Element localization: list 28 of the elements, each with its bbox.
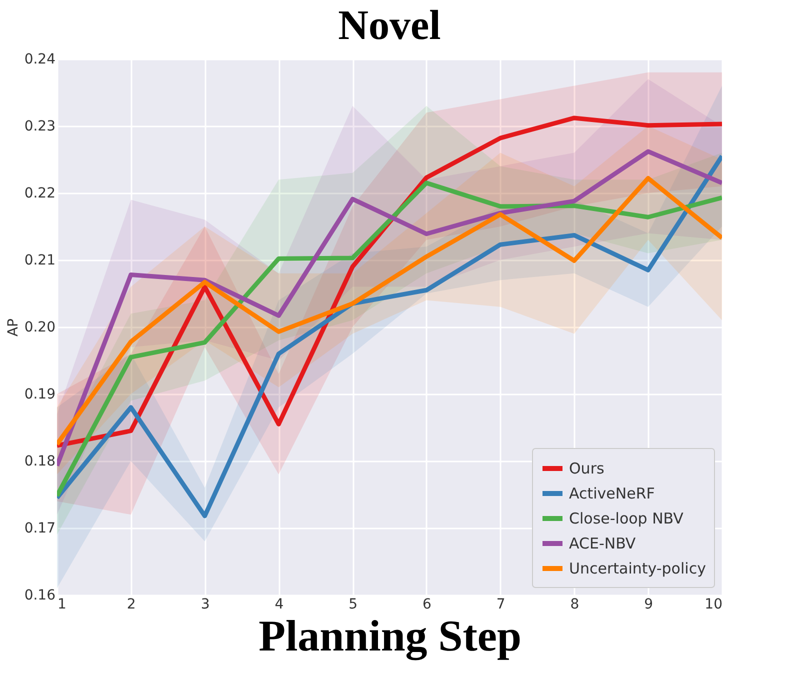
y-axis-title: AP xyxy=(5,318,22,337)
x-tick-label: 8 xyxy=(570,596,580,612)
y-tick-label: 0.19 xyxy=(24,386,56,402)
x-axis-title: Planning Step xyxy=(258,612,522,660)
y-tick-label: 0.16 xyxy=(24,588,56,604)
legend-label: Uncertainty-policy xyxy=(569,560,706,578)
x-tick-label: 4 xyxy=(274,596,284,612)
chart-title: Novel xyxy=(338,3,441,49)
x-tick-label: 7 xyxy=(496,596,506,612)
y-tick-label: 0.21 xyxy=(24,252,56,268)
x-tick-label: 2 xyxy=(126,596,136,612)
x-tick-label: 5 xyxy=(348,596,358,612)
y-tick-label: 0.18 xyxy=(24,454,56,470)
x-tick-label: 6 xyxy=(422,596,432,612)
legend-label: Close-loop NBV xyxy=(569,510,684,528)
y-tick-label: 0.24 xyxy=(24,52,56,68)
y-tick-label: 0.20 xyxy=(24,320,56,336)
x-tick-label: 9 xyxy=(644,596,654,612)
y-tick-label: 0.17 xyxy=(24,520,56,536)
line-series xyxy=(57,176,722,446)
x-tick-label: 10 xyxy=(704,596,722,612)
legend-label: ACE-NBV xyxy=(569,534,636,552)
x-tick-label: 1 xyxy=(58,596,66,612)
x-tick-label: 3 xyxy=(200,596,210,612)
y-tick-label: 0.22 xyxy=(24,186,56,202)
legend-label: Ours xyxy=(569,460,604,478)
y-tick-label: 0.23 xyxy=(24,118,56,134)
legend-label: ActiveNeRF xyxy=(569,484,655,502)
